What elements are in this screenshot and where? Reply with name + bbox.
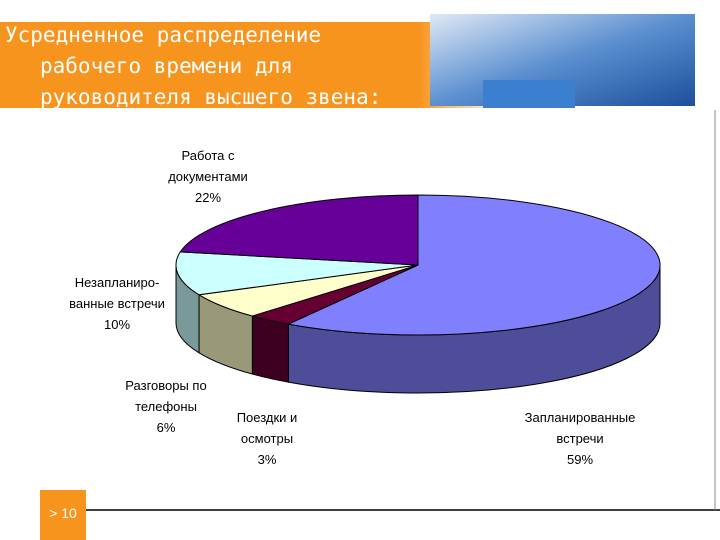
slice [179, 194, 419, 266]
blue-block [483, 80, 575, 108]
slice [286, 194, 661, 336]
slice-side [251, 315, 289, 383]
slide-number: > 10 [49, 505, 77, 521]
category-name: Работа с документами [168, 148, 248, 184]
slice-label: Работа с документами 22% [153, 145, 263, 208]
category-name: Запланированные встречи [524, 410, 636, 446]
slice-label: Запланированные встречи 59% [510, 407, 650, 470]
slice [175, 251, 419, 296]
slide-number-box [40, 490, 86, 540]
value-label: 10% [103, 317, 131, 332]
category-name: Незапланиро-ванные встречи [69, 275, 165, 311]
value-label: 6% [156, 420, 176, 435]
slice-label: Разговоры по телефоны 6% [116, 375, 216, 438]
category-name: Разговоры по телефоны [125, 378, 207, 414]
slice-label: Незапланиро-ванные встречи 10% [57, 272, 177, 335]
slide-title: Усредненное распределение рабочего време… [5, 23, 382, 109]
slice-label: Поездки и осмотры 3% [227, 407, 307, 470]
pie [175, 194, 661, 394]
value-label: 59% [566, 452, 594, 467]
value-label: 3% [257, 452, 277, 467]
value-label: 22% [194, 190, 222, 205]
category-name: Поездки и осмотры [236, 410, 298, 446]
